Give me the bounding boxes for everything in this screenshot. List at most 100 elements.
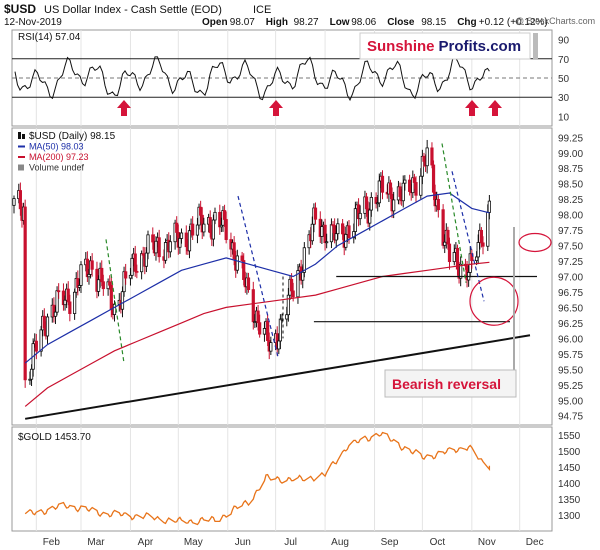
candle-body	[447, 243, 452, 263]
candle-body	[329, 224, 334, 243]
candle-body	[368, 209, 372, 224]
candle-body	[459, 263, 463, 279]
candle-body	[277, 340, 281, 350]
gold-panel	[11, 426, 553, 532]
stat-label: High	[266, 17, 288, 28]
candle-body	[486, 211, 490, 247]
index-name: US Dollar Index - Cash Settle (EOD)	[44, 4, 222, 16]
candle-body	[266, 320, 270, 341]
month-tick-label: Aug	[331, 537, 349, 548]
candle-body	[34, 340, 38, 352]
candle-body	[487, 200, 491, 213]
candle-body	[23, 206, 27, 381]
candle-body	[291, 290, 295, 298]
candle-body	[436, 198, 440, 211]
highlight-circle	[469, 276, 519, 326]
month-tick-label: Jun	[235, 537, 251, 548]
stat-value: 98.27	[294, 17, 319, 28]
candle-body	[398, 186, 402, 197]
candle-body	[269, 342, 273, 352]
candle-body	[232, 242, 236, 260]
month-tick-label: Oct	[430, 537, 446, 548]
stat-value: 98.07	[230, 17, 255, 28]
candle-body	[419, 175, 423, 196]
rising-trendline	[25, 334, 531, 420]
candle-body	[408, 179, 412, 192]
candle-body	[313, 207, 318, 220]
candle-body	[347, 225, 351, 239]
rsi-tick-label: 30	[558, 93, 570, 104]
candle-body	[175, 222, 179, 233]
gold-tick-label: 1300	[558, 511, 581, 522]
rsi-tick-label: 10	[558, 112, 570, 123]
candle-body	[240, 255, 244, 261]
legend-swatch	[22, 134, 25, 139]
month-tick-label: May	[184, 537, 203, 548]
legend-entry: MA(50) 98.03	[29, 142, 84, 152]
legend-entry: $USD (Daily) 98.15	[29, 131, 116, 142]
candle-body	[441, 209, 445, 246]
price-tick-label: 98.00	[558, 211, 583, 222]
candle-body	[251, 289, 255, 323]
candle-body	[222, 210, 227, 220]
watermark: @ StockCharts.com	[515, 16, 595, 26]
candle-body	[341, 223, 345, 235]
candle-body	[208, 217, 212, 234]
candle-body	[479, 229, 484, 244]
candle-body	[100, 267, 104, 283]
candle-body	[202, 223, 206, 233]
candle-body	[133, 253, 137, 272]
candle-body	[146, 234, 150, 254]
price-tick-label: 96.50	[558, 303, 583, 314]
price-tick-label: 96.75	[558, 288, 583, 299]
stat-value: 98.06	[351, 17, 376, 28]
logo-text: Sunshine Profits.com	[367, 38, 521, 55]
price-tick-label: 98.75	[558, 164, 583, 175]
month-tick-label: Feb	[43, 537, 61, 548]
gold-line	[24, 431, 491, 526]
candle-body	[414, 182, 418, 196]
candle-body	[130, 257, 134, 276]
candle-body	[325, 241, 329, 244]
candle-body	[235, 255, 239, 271]
candle-body	[358, 212, 362, 220]
candle-body	[364, 196, 369, 210]
candle-body	[401, 182, 405, 202]
price-tick-label: 97.75	[558, 226, 583, 237]
stat-value: 98.15	[421, 17, 446, 28]
candle-body	[68, 301, 72, 314]
candle-body	[151, 234, 155, 243]
candle-body	[285, 314, 289, 320]
candle-body	[12, 198, 16, 206]
blue-dashed-line	[451, 171, 485, 302]
candle-body	[336, 223, 340, 235]
price-tick-label: 95.75	[558, 350, 583, 361]
candle-body	[369, 197, 373, 211]
gold-tick-label: 1450	[558, 463, 581, 474]
candle-body	[57, 290, 61, 293]
candle-body	[45, 316, 50, 337]
candle-body	[289, 278, 294, 292]
candle-body	[302, 247, 306, 273]
candle-body	[310, 223, 314, 242]
price-tick-label: 99.00	[558, 149, 583, 160]
legend-swatch	[18, 132, 21, 139]
up-arrow-icon	[488, 100, 502, 116]
candle-body	[120, 291, 125, 310]
price-tick-label: 96.25	[558, 319, 583, 330]
candle-body	[154, 240, 158, 254]
candle-body	[18, 190, 22, 210]
candle-body	[128, 274, 133, 279]
candle-body	[403, 179, 407, 184]
stat-label: Close	[387, 17, 415, 28]
candle-body	[388, 182, 393, 195]
month-tick-label: Dec	[526, 537, 544, 548]
rsi-tick-label: 90	[558, 36, 570, 47]
candle-body	[246, 277, 251, 291]
gold-layer: 1300 1350 1400 1450 1500 1550	[24, 431, 581, 526]
candle-body	[39, 329, 43, 352]
price-tick-label: 95.25	[558, 381, 583, 392]
candle-body	[475, 256, 479, 262]
price-layer: 94.75 95.00 95.25 95.50 95.75 96.00 96.25 96.50…	[12, 133, 583, 423]
